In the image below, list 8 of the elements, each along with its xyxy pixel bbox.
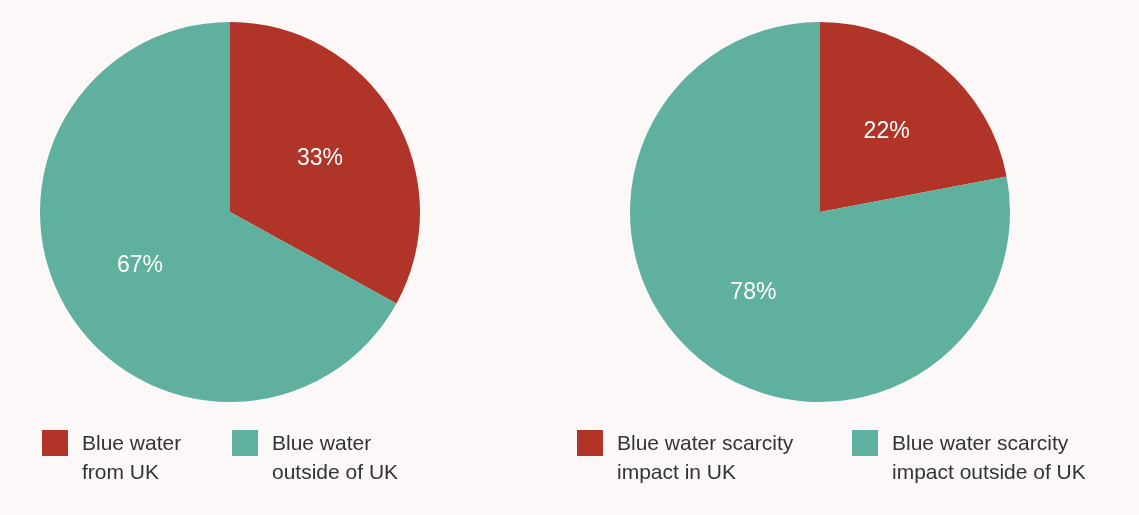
- data-label: 22%: [863, 116, 910, 143]
- legend-label: Blue water from UK: [82, 430, 183, 485]
- legend-label: Blue water scarcity impact outside of UK: [892, 430, 1087, 485]
- data-label: 78%: [730, 277, 777, 304]
- data-label: 67%: [117, 250, 164, 277]
- legend-label: Blue water outside of UK: [272, 430, 400, 485]
- legend-label: Blue water scarcity impact in UK: [617, 430, 795, 485]
- data-label: 33%: [296, 144, 343, 171]
